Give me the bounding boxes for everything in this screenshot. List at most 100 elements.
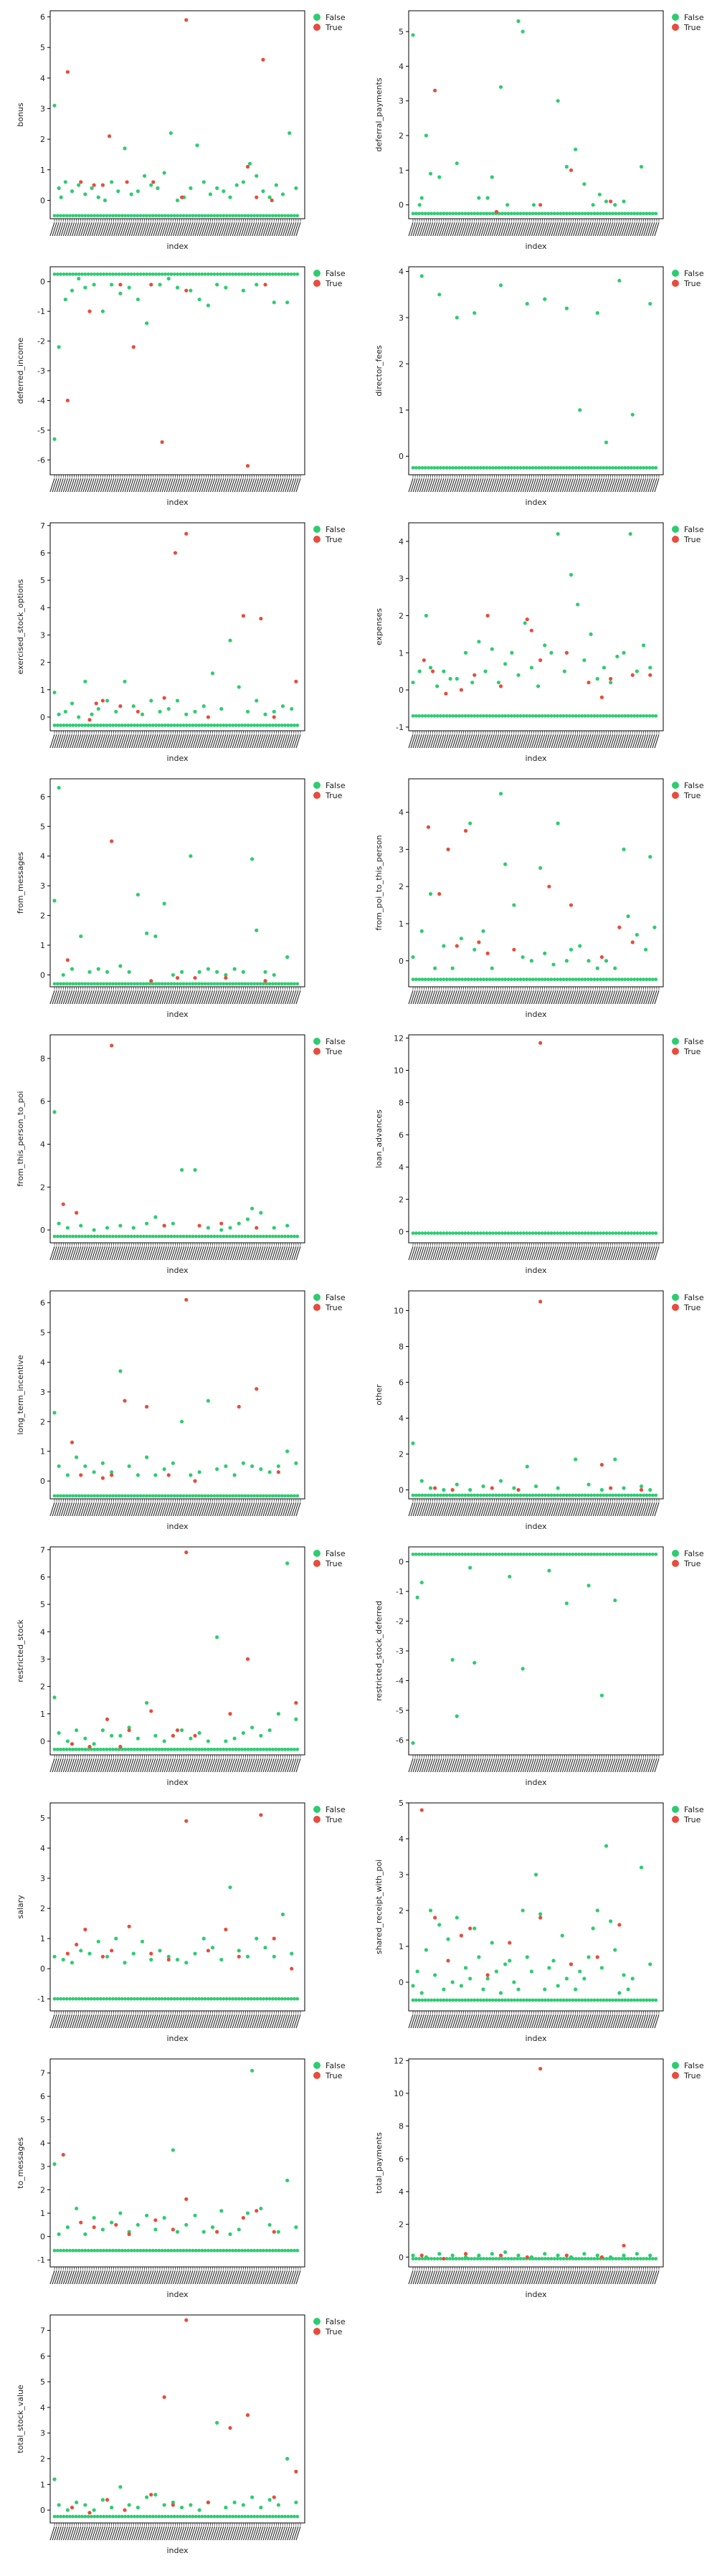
point-false xyxy=(142,174,147,178)
x-tick-label-mark xyxy=(181,222,187,237)
x-tick-label-mark xyxy=(209,222,216,237)
point-false xyxy=(294,1461,298,1465)
point-false xyxy=(117,214,121,218)
x-tick-label-mark xyxy=(148,990,154,1005)
point-false xyxy=(546,977,551,982)
point-false xyxy=(206,303,210,308)
x-tick-label-mark xyxy=(647,478,653,493)
point-false xyxy=(509,977,513,982)
x-tick-label-mark xyxy=(588,1758,594,1773)
x-tick-label-mark xyxy=(586,1246,592,1261)
point-false xyxy=(466,1493,470,1497)
x-tick-label-mark xyxy=(480,1246,486,1261)
point-false xyxy=(516,1493,520,1497)
x-tick-label-mark xyxy=(254,1246,260,1261)
legend-marker xyxy=(672,792,679,799)
point-false xyxy=(574,1457,578,1462)
x-tick-label-mark xyxy=(60,478,66,493)
x-tick-label-mark xyxy=(528,1246,535,1261)
x-tick-label-mark xyxy=(93,478,99,493)
x-tick-label-mark xyxy=(467,734,473,749)
x-tick-label-mark xyxy=(100,1502,106,1517)
x-tick-label-mark xyxy=(227,1246,233,1261)
x-tick-label-mark xyxy=(581,990,587,1005)
point-false xyxy=(543,1493,547,1497)
point-false xyxy=(285,1561,290,1566)
point-false xyxy=(429,465,434,470)
x-tick-label-mark xyxy=(95,734,101,749)
point-false xyxy=(488,1493,492,1497)
x-tick-label-mark xyxy=(594,1502,600,1517)
x-tick-label-mark xyxy=(209,1246,216,1261)
x-tick-label-mark xyxy=(174,222,181,237)
x-tick-label-mark xyxy=(553,222,559,237)
point-false xyxy=(100,1461,105,1465)
x-tick-marks xyxy=(408,1755,660,1773)
point-false xyxy=(503,862,508,866)
x-tick-label-mark xyxy=(85,1758,90,1773)
x-tick-label-mark xyxy=(111,478,117,493)
point-false xyxy=(424,613,428,618)
x-tick-label-mark xyxy=(98,478,103,493)
point-true xyxy=(525,617,529,622)
point-false xyxy=(448,465,452,470)
point-false xyxy=(295,1494,300,1498)
point-false xyxy=(224,285,228,290)
x-tick-label-mark xyxy=(410,990,416,1005)
x-tick-label-mark xyxy=(186,734,191,749)
x-tick-label-mark xyxy=(252,990,257,1005)
point-false xyxy=(552,977,556,982)
point-false xyxy=(52,1494,57,1498)
point-false xyxy=(231,214,235,218)
x-tick-label-mark xyxy=(584,222,589,237)
x-tick-label-mark xyxy=(544,222,550,237)
x-tick-label-mark xyxy=(597,1246,602,1261)
point-false xyxy=(274,1234,278,1239)
point-false xyxy=(604,959,609,963)
x-tick-label-mark xyxy=(493,1246,500,1261)
x-tick-label-mark xyxy=(229,734,235,749)
point-false xyxy=(153,1215,158,1219)
point-false xyxy=(577,977,581,982)
point-false xyxy=(171,972,175,977)
x-tick-label-mark xyxy=(483,222,488,237)
x-tick-marks xyxy=(49,1243,301,1261)
x-tick-label-mark xyxy=(599,1246,605,1261)
x-tick-label-mark xyxy=(291,990,297,1005)
x-tick-label-mark xyxy=(291,1502,297,1517)
point-false xyxy=(632,465,637,470)
point-true xyxy=(65,958,70,962)
x-tick-label-mark xyxy=(467,1246,473,1261)
x-tick-label-mark xyxy=(133,1758,138,1773)
point-false xyxy=(120,272,124,276)
point-false xyxy=(258,1747,262,1751)
x-tick-label-mark xyxy=(203,1502,209,1517)
x-tick-label-mark xyxy=(634,990,640,1005)
x-tick-label-mark xyxy=(85,990,90,1005)
point-false xyxy=(599,465,602,470)
x-tick-label-mark xyxy=(513,1246,519,1261)
point-false xyxy=(200,272,204,276)
x-tick-label-mark xyxy=(76,1246,82,1261)
x-tick-label-mark xyxy=(76,1502,82,1517)
x-tick-label-mark xyxy=(199,1758,204,1773)
point-false xyxy=(151,1494,155,1498)
point-false xyxy=(92,1470,96,1474)
x-tick-label-mark xyxy=(159,734,165,749)
x-tick-label-mark xyxy=(531,1502,537,1517)
point-false xyxy=(491,1493,495,1497)
x-tick-label-mark xyxy=(456,734,462,749)
point-false xyxy=(83,1736,87,1741)
x-tick-label-mark xyxy=(524,1758,530,1773)
x-tick-label-mark xyxy=(443,1246,449,1261)
x-tick-label-mark xyxy=(225,990,231,1005)
x-tick-label-mark xyxy=(227,1758,233,1773)
point-false xyxy=(632,1493,637,1497)
x-tick-label-mark xyxy=(526,1758,532,1773)
x-tick-label-mark xyxy=(467,990,473,1005)
x-tick-label-mark xyxy=(522,222,528,237)
point-true xyxy=(94,701,98,706)
point-false xyxy=(485,1231,489,1235)
point-false xyxy=(98,214,103,218)
point-true xyxy=(228,1712,232,1716)
